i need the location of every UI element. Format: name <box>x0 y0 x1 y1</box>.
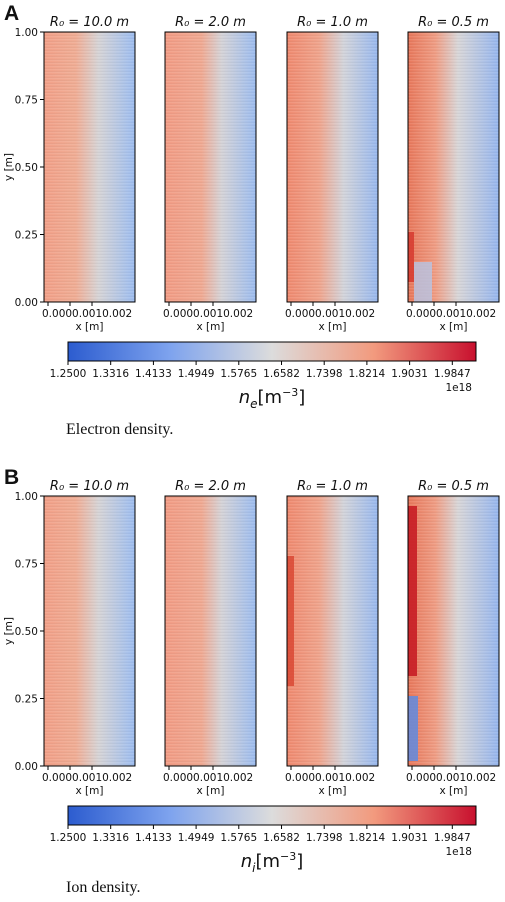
panel-title: R₀ = 1.0 m <box>297 15 368 30</box>
panel-title: R₀ = 2.0 m <box>175 15 246 30</box>
caption-electron-density: Electron density. <box>66 421 174 438</box>
colorbar-label: ne[m−3] <box>239 386 306 411</box>
heatmap-texture <box>287 32 378 302</box>
panel-title: R₀ = 10.0 m <box>50 15 129 30</box>
panel-frame <box>407 495 500 767</box>
y-axis-label: y [m] <box>3 153 15 181</box>
heatmap-texture <box>408 32 499 302</box>
edge-depletion <box>414 262 432 302</box>
y-tick-label: 0.00 <box>15 761 38 773</box>
colorbar-tick-label: 1.6582 <box>263 832 300 844</box>
x-axis-label: x [m] <box>319 785 347 797</box>
panel-title: R₀ = 2.0 m <box>175 479 246 494</box>
heatmap-texture <box>287 496 378 766</box>
colorbar-tick-label: 1.8214 <box>349 832 386 844</box>
x-axis-label: x [m] <box>197 321 225 333</box>
panel-title: R₀ = 0.5 m <box>418 15 489 30</box>
x-tick-labels: 0.0000.0010.002 <box>42 772 132 784</box>
colorbar <box>67 805 477 826</box>
heatmap-texture <box>165 32 256 302</box>
x-tick-labels: 0.0000.0010.002 <box>163 308 253 320</box>
panel-frame <box>164 31 257 303</box>
panel-frame <box>286 31 379 303</box>
colorbar-tick-label: 1.4949 <box>178 832 215 844</box>
panel-title: R₀ = 1.0 m <box>297 479 368 494</box>
heatmap-texture <box>165 496 256 766</box>
x-tick-labels: 0.0000.0010.002 <box>163 772 253 784</box>
colorbar <box>67 341 477 362</box>
colorbar-tick-label: 1.5765 <box>220 368 257 380</box>
edge-peak <box>408 232 414 282</box>
y-tick-label: 0.25 <box>15 694 38 706</box>
x-axis-label: x [m] <box>76 321 104 333</box>
panel-title: R₀ = 0.5 m <box>418 479 489 494</box>
panel-title: R₀ = 10.0 m <box>50 479 129 494</box>
panel-a-letter: A <box>4 2 20 25</box>
colorbar-tick-label: 1.9031 <box>391 368 428 380</box>
x-axis-label: x [m] <box>197 785 225 797</box>
colorbar-tick-label: 1.3316 <box>92 832 129 844</box>
x-axis-label: x [m] <box>440 785 468 797</box>
y-axis-label: y [m] <box>3 617 15 645</box>
colorbar-tick-label: 1.7398 <box>306 832 343 844</box>
y-tick-label: 0.25 <box>15 230 38 242</box>
panel-frame <box>286 495 379 767</box>
colorbar-multiplier: 1e18 <box>445 382 472 394</box>
colorbar-tick-label: 1.4133 <box>135 832 172 844</box>
edge-depletion <box>408 696 418 761</box>
y-tick-label: 1.00 <box>15 491 38 503</box>
caption-ion-density: Ion density. <box>66 879 141 896</box>
y-tick-label: 1.00 <box>15 27 38 39</box>
colorbar-tick-label: 1.2500 <box>50 368 87 380</box>
panel-b-letter: B <box>4 466 20 489</box>
heatmap-texture <box>44 32 135 302</box>
edge-peak <box>408 506 417 676</box>
heatmap-texture <box>408 496 499 766</box>
colorbar-tick-label: 1.4949 <box>178 368 215 380</box>
colorbar-label: ni[m−3] <box>241 850 304 875</box>
colorbar-tick-label: 1.5765 <box>220 832 257 844</box>
x-tick-labels: 0.0000.0010.002 <box>285 772 375 784</box>
y-tick-label: 0.50 <box>15 626 38 638</box>
y-tick-label: 0.00 <box>15 297 38 309</box>
panel-frame <box>164 495 257 767</box>
heatmap-texture <box>44 496 135 766</box>
y-tick-label: 0.75 <box>15 559 38 571</box>
x-tick-labels: 0.0000.0010.002 <box>406 772 496 784</box>
colorbar-tick-label: 1.4133 <box>135 368 172 380</box>
colorbar-tick-label: 1.9031 <box>391 832 428 844</box>
colorbar-tick-label: 1.7398 <box>306 368 343 380</box>
x-axis-label: x [m] <box>440 321 468 333</box>
y-tick-label: 0.75 <box>15 95 38 107</box>
colorbar-tick-label: 1.2500 <box>50 832 87 844</box>
colorbar-tick-label: 1.6582 <box>263 368 300 380</box>
edge-peak <box>287 556 294 686</box>
colorbar-tick-label: 1.3316 <box>92 368 129 380</box>
colorbar-multiplier: 1e18 <box>445 846 472 858</box>
y-tick-label: 0.50 <box>15 162 38 174</box>
x-tick-labels: 0.0000.0010.002 <box>406 308 496 320</box>
panel-frame <box>407 31 500 303</box>
x-tick-labels: 0.0000.0010.002 <box>285 308 375 320</box>
colorbar-tick-label: 1.9847 <box>434 832 471 844</box>
x-axis-label: x [m] <box>319 321 347 333</box>
colorbar-tick-label: 1.9847 <box>434 368 471 380</box>
colorbar-tick-label: 1.8214 <box>349 368 386 380</box>
x-axis-label: x [m] <box>76 785 104 797</box>
x-tick-labels: 0.0000.0010.002 <box>42 308 132 320</box>
